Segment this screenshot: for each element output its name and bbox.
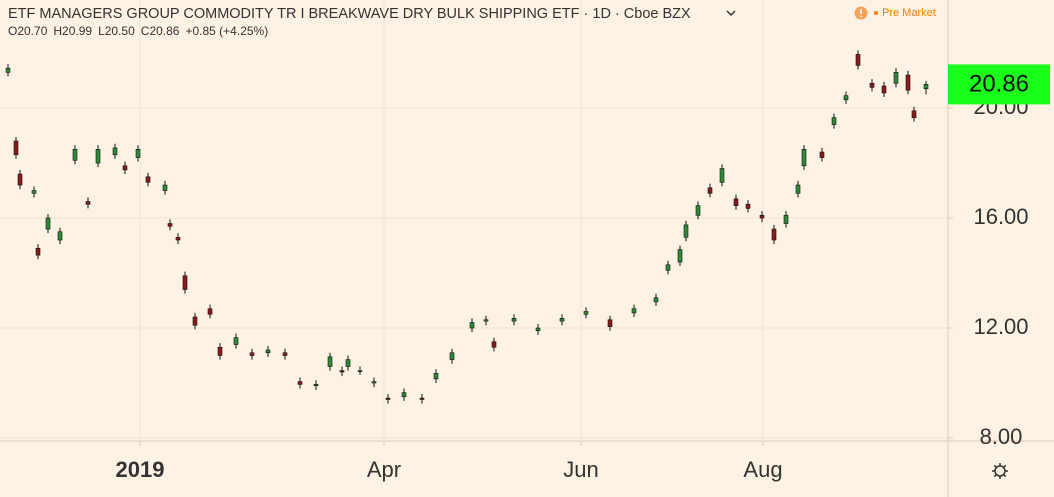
candle-body <box>233 337 239 345</box>
candle-body <box>175 236 181 241</box>
candle-body <box>297 381 303 385</box>
ohlc-legend: O20.70 H20.99 L20.50 C20.86 +0.85 (+4.25%) <box>8 24 268 38</box>
candle-body <box>893 72 899 84</box>
x-tick-label: Jun <box>563 457 598 482</box>
candle-body <box>31 190 37 194</box>
ohlc-value: +0.85 (+4.25%) <box>185 24 268 38</box>
warning-icon-dot <box>860 15 862 18</box>
last-price-label: 20.86 <box>969 71 1029 98</box>
chevron-icon[interactable] <box>726 10 736 17</box>
candle-body <box>511 318 517 322</box>
candle-body <box>401 392 407 398</box>
candle-body <box>881 85 887 94</box>
candle-body <box>217 346 223 356</box>
candle-body <box>192 316 198 326</box>
gear-teeth <box>992 463 1008 479</box>
candle-body <box>249 352 255 356</box>
ohlc-value: C20.86 <box>141 24 180 38</box>
candle-body <box>869 83 875 88</box>
candle-body <box>57 231 63 241</box>
candle-body <box>855 54 861 66</box>
candle-body <box>923 84 929 90</box>
ohlc-value: H20.99 <box>53 24 92 38</box>
candle-body <box>135 148 141 158</box>
candle-body <box>535 327 541 332</box>
candle-body <box>419 397 425 400</box>
settings-icon[interactable] <box>992 463 1008 479</box>
candle-body <box>801 148 807 167</box>
candle-body <box>707 187 713 194</box>
candle-body <box>182 275 188 290</box>
candle-body <box>677 249 683 263</box>
candle-body <box>795 184 801 194</box>
candle-body <box>759 214 765 219</box>
candle-body <box>282 352 288 356</box>
candle-body <box>433 373 439 380</box>
candle-body <box>559 318 565 322</box>
candle-body <box>745 203 751 209</box>
candle-body <box>327 356 333 367</box>
candle-body <box>371 381 377 384</box>
candle-body <box>843 95 849 101</box>
candle-body <box>385 397 391 400</box>
candle-body <box>112 147 118 156</box>
status-dot <box>874 11 878 15</box>
candle-body <box>483 319 489 322</box>
candle-body <box>162 184 168 191</box>
last-price-tag <box>948 64 1050 105</box>
candle-body <box>72 148 78 161</box>
x-tick-label: 2019 <box>116 457 165 482</box>
candle-body <box>719 168 725 183</box>
candle-body <box>911 110 917 118</box>
candle-body <box>357 370 363 372</box>
ohlc-value: O20.70 <box>8 24 48 38</box>
candle-body <box>665 264 671 271</box>
candle-body <box>145 176 151 183</box>
candle-body <box>653 297 659 303</box>
ohlc-value: L20.50 <box>98 24 135 38</box>
y-tick-label: 8.00 <box>980 424 1023 449</box>
candle-body <box>13 140 19 156</box>
chart-title[interactable]: ETF MANAGERS GROUP COMMODITY TR I BREAKW… <box>8 6 691 22</box>
y-tick-label: 12.00 <box>973 314 1028 339</box>
candle-body <box>733 198 739 206</box>
candles <box>5 50 929 404</box>
candle-body <box>122 165 128 171</box>
candle-body <box>491 341 497 348</box>
candle-body <box>345 359 351 367</box>
candle-body <box>449 352 455 360</box>
candle-body <box>905 74 911 91</box>
candle-body <box>207 308 213 315</box>
candle-body <box>771 228 777 241</box>
candle-body <box>167 223 173 227</box>
candle-body <box>265 349 271 354</box>
candle-body <box>5 67 11 73</box>
candle-body <box>313 384 319 387</box>
candle-body <box>339 370 345 373</box>
candle-body <box>35 247 41 256</box>
candle-body <box>607 319 613 327</box>
candle-body <box>683 224 689 238</box>
candle-body <box>85 201 91 205</box>
candle-body <box>45 217 51 230</box>
market-status: Pre Market <box>882 7 936 19</box>
x-tick-label: Apr <box>367 457 401 482</box>
candle-body <box>469 322 475 329</box>
candle-body <box>17 173 23 186</box>
x-tick-label: Aug <box>743 457 782 482</box>
candle-body <box>95 148 101 164</box>
candle-body <box>583 311 589 315</box>
candle-body <box>819 151 825 158</box>
y-tick-label: 16.00 <box>973 204 1028 229</box>
candle-body <box>695 205 701 216</box>
candle-body <box>631 308 637 314</box>
candle-body <box>783 214 789 224</box>
candle-body <box>831 117 837 125</box>
